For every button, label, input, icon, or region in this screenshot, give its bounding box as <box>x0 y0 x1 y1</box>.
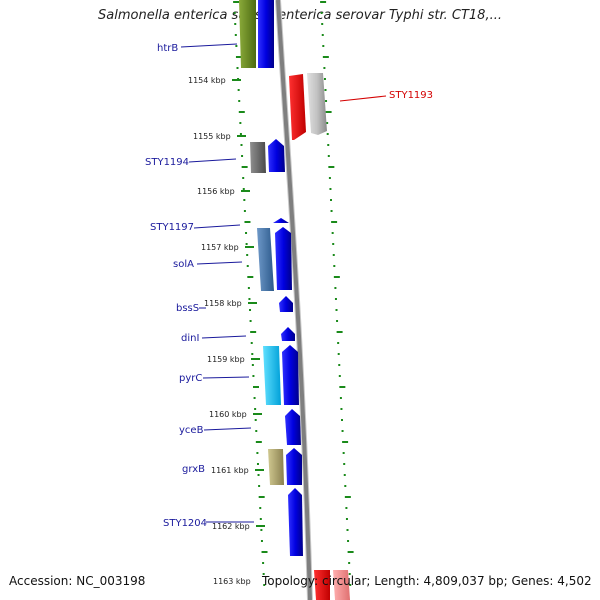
gene-label-dinI[interactable]: dinI <box>181 333 199 344</box>
gene-label-STY1197[interactable]: STY1197 <box>150 222 194 233</box>
cds-grxB-blue[interactable] <box>286 448 302 485</box>
cds-STY1194-blue[interactable] <box>268 139 285 172</box>
gene-label-STY1204[interactable]: STY1204 <box>163 518 207 529</box>
kbp-label-1155: 1155 kbp <box>193 132 231 141</box>
cds-solA-blue[interactable] <box>275 227 292 290</box>
gene-label-yceB[interactable]: yceB <box>179 425 204 436</box>
gene-label-STY1193[interactable]: STY1193 <box>389 90 433 101</box>
label-leader-lines <box>180 43 254 523</box>
gene-grxB-khaki[interactable] <box>268 449 284 485</box>
cds-pyrC-blue[interactable] <box>282 345 299 405</box>
gene-label-pyrC[interactable]: pyrC <box>179 373 202 384</box>
cds-bssS-blue[interactable] <box>279 296 293 312</box>
cds-yceB-blue[interactable] <box>285 409 301 445</box>
kbp-label-1157: 1157 kbp <box>201 243 239 252</box>
leader-line-STY1193 <box>339 95 387 102</box>
gene-label-STY1194[interactable]: STY1194 <box>145 157 189 168</box>
gene-label-grxB[interactable]: grxB <box>182 464 205 475</box>
accession-text: Accession: NC_003198 <box>9 574 146 588</box>
cds-STY1197-blue[interactable] <box>273 218 289 223</box>
feature-blocks <box>239 0 350 600</box>
gene-label-solA[interactable]: solA <box>173 259 194 270</box>
gene-label-bssS[interactable]: bssS <box>176 303 199 314</box>
kbp-label-1163: 1163 kbp <box>213 577 251 586</box>
kbp-label-1160: 1160 kbp <box>209 410 247 419</box>
map-title: Salmonella enterica subsp. enterica sero… <box>98 8 502 23</box>
kbp-label-1162: 1162 kbp <box>212 522 250 531</box>
kbp-label-1159: 1159 kbp <box>207 355 245 364</box>
kbp-tick-marks <box>232 79 265 527</box>
cds-STY1193-grey[interactable] <box>307 73 327 135</box>
cds-htrB-blue[interactable] <box>258 0 274 68</box>
cds-bottom-pink[interactable] <box>333 570 350 600</box>
topology-text: Topology: circular; Length: 4,809,037 bp… <box>262 574 592 588</box>
gene-label-htrB[interactable]: htrB <box>157 43 178 54</box>
right-tick-track <box>320 1 354 586</box>
backbone <box>276 0 312 600</box>
gene-bottom-red[interactable] <box>314 570 330 600</box>
cds-dinI-blue[interactable] <box>281 327 295 341</box>
gene-solA-steel[interactable] <box>257 228 274 291</box>
gene-STY1194-grey[interactable] <box>250 142 266 173</box>
kbp-label-1161: 1161 kbp <box>211 466 249 475</box>
gene-STY1193-red[interactable] <box>289 74 306 140</box>
cds-STY1204-blue[interactable] <box>288 488 303 556</box>
kbp-label-1158: 1158 kbp <box>204 299 242 308</box>
kbp-label-1154: 1154 kbp <box>188 76 226 85</box>
gene-pyrC-cyan[interactable] <box>263 346 281 405</box>
gene-htrB-olive[interactable] <box>239 0 256 68</box>
kbp-label-1156: 1156 kbp <box>197 187 235 196</box>
left-tick-track <box>233 1 268 586</box>
